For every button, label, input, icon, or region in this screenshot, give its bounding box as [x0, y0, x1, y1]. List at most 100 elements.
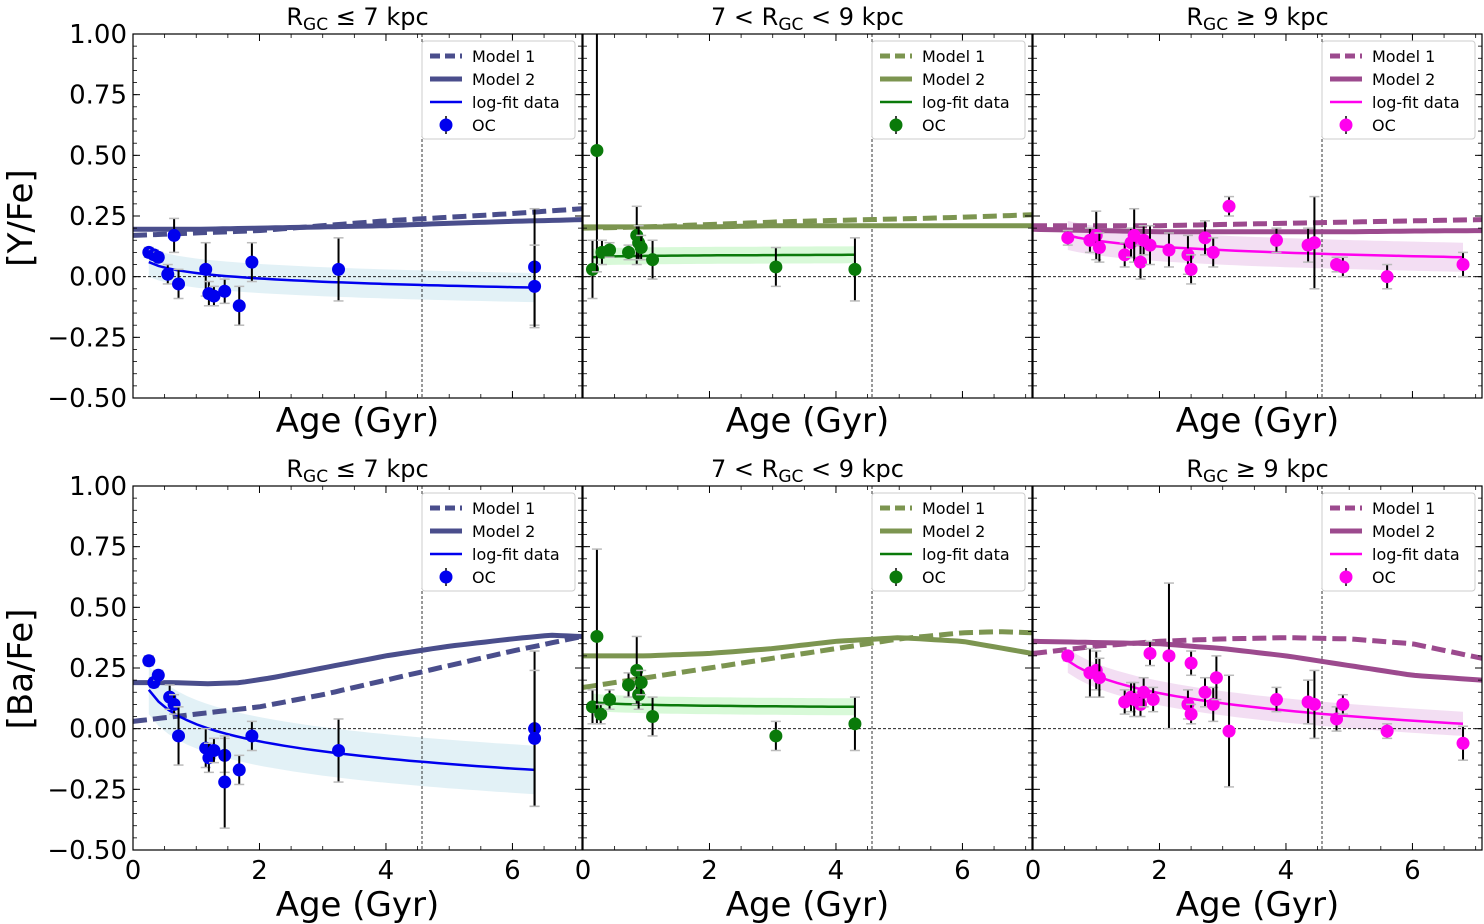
- legend: Model 1 Model 2 log-fit data OC: [1321, 492, 1476, 592]
- legend-label: OC: [1372, 116, 1396, 135]
- model-1-line: [583, 212, 1032, 231]
- legend: Model 1 Model 2 log-fit data OC: [421, 492, 576, 592]
- data-point: [172, 729, 186, 743]
- x-tick-label: 6: [954, 856, 971, 886]
- legend-label: log-fit data: [472, 545, 560, 564]
- data-point: [769, 729, 783, 743]
- model-2-line: [133, 217, 582, 232]
- data-point: [634, 676, 648, 690]
- legend-swatch-oc: [439, 118, 453, 132]
- data-point: [332, 262, 346, 276]
- y-tick-label: −0.25: [47, 323, 127, 353]
- x-axis-label: Age (Gyr): [276, 401, 440, 441]
- data-point: [207, 744, 221, 758]
- data-point: [218, 284, 232, 298]
- legend-label: log-fit data: [1372, 545, 1460, 564]
- data-point: [167, 697, 181, 711]
- data-point: [1061, 649, 1075, 663]
- data-point: [1307, 697, 1321, 711]
- data-point: [603, 243, 617, 257]
- x-tick-label: 2: [701, 856, 718, 886]
- legend-box: [1321, 40, 1476, 140]
- y-tick-label: 0.25: [69, 202, 127, 232]
- legend-label: Model 2: [472, 70, 535, 89]
- panel-yfe-1: −0.50 −0.25 0.00 0.25 0.50 0.75 1.00 RGC ≤ 7 kp…: [47, 3, 583, 441]
- data-point: [1137, 685, 1151, 699]
- data-point: [528, 731, 542, 745]
- x-tick-label: 0: [575, 856, 592, 886]
- data-point: [1198, 685, 1212, 699]
- y-tick-label: −0.25: [47, 775, 127, 805]
- legend-box: [871, 40, 1026, 140]
- plot-area: [1033, 486, 1482, 850]
- model-2-line: [1033, 226, 1482, 235]
- data-point: [172, 277, 186, 291]
- plot-area: [1033, 34, 1482, 398]
- legend-label: OC: [922, 116, 946, 135]
- legend-label: log-fit data: [472, 93, 560, 112]
- data-point: [1061, 231, 1075, 245]
- x-tick-label: 0: [1025, 856, 1042, 886]
- data-point: [1336, 697, 1350, 711]
- data-point: [1336, 260, 1350, 274]
- data-point: [1198, 231, 1212, 245]
- data-point: [1209, 671, 1223, 685]
- legend: Model 1 Model 2 log-fit data OC: [871, 40, 1026, 140]
- data-point: [218, 775, 232, 789]
- x-axis-label: Age (Gyr): [726, 885, 890, 924]
- y-tick-label: 0.00: [69, 715, 127, 745]
- data-point: [1162, 649, 1176, 663]
- data-point: [1330, 712, 1344, 726]
- legend-label: Model 1: [1372, 47, 1435, 66]
- data-point: [167, 228, 181, 242]
- legend-label: Model 2: [922, 70, 985, 89]
- data-point: [1380, 724, 1394, 738]
- y-tick-label: 0.75: [69, 533, 127, 563]
- model-1-line: [133, 634, 582, 724]
- legend-label: log-fit data: [922, 93, 1010, 112]
- data-point: [1269, 693, 1283, 707]
- row-ylabel-top: [Y/Fe]: [1, 169, 41, 266]
- y-tick-label: 1.00: [69, 20, 127, 50]
- data-point: [232, 763, 246, 777]
- legend-label: Model 1: [922, 499, 985, 518]
- panel-title: RGC ≤ 7 kpc: [286, 3, 428, 35]
- data-point: [199, 262, 213, 276]
- legend: Model 1 Model 2 log-fit data OC: [871, 492, 1026, 592]
- legend-label: OC: [472, 568, 496, 587]
- legend-label: Model 1: [472, 499, 535, 518]
- data-point: [1143, 646, 1157, 660]
- x-tick-label: 6: [504, 856, 521, 886]
- panel-yfe-3: RGC ≥ 9 kpc Age (Gyr) Model 1 Model 2 log-fi…: [1032, 3, 1483, 441]
- panel-title: 7 < RGC < 9 kpc: [711, 455, 904, 487]
- model-1-line: [583, 629, 1032, 690]
- data-point: [1184, 262, 1198, 276]
- legend: Model 1 Model 2 log-fit data OC: [1321, 40, 1476, 140]
- legend-box: [1321, 492, 1476, 592]
- data-point: [1307, 236, 1321, 250]
- x-tick-label: 4: [378, 856, 395, 886]
- model-1-line: [1033, 635, 1482, 661]
- x-axis-label: Age (Gyr): [1176, 885, 1340, 924]
- data-point: [1222, 724, 1236, 738]
- model-2-line: [583, 635, 1032, 659]
- legend-swatch-oc: [889, 570, 903, 584]
- data-point: [585, 262, 599, 276]
- data-point: [207, 289, 221, 303]
- x-axis-label: Age (Gyr): [1176, 401, 1340, 441]
- plot-area: [583, 34, 1032, 398]
- legend-label: log-fit data: [922, 545, 1010, 564]
- panel-title: RGC ≥ 9 kpc: [1186, 455, 1328, 487]
- legend-label: Model 2: [922, 522, 985, 541]
- x-axis-label: Age (Gyr): [726, 401, 890, 441]
- plot-area: [133, 486, 582, 850]
- data-point: [1184, 707, 1198, 721]
- y-tick-label: −0.50: [47, 836, 127, 866]
- legend-swatch-oc: [439, 570, 453, 584]
- legend-label: Model 1: [922, 47, 985, 66]
- data-point: [151, 250, 165, 264]
- legend-swatch-oc: [1339, 118, 1353, 132]
- legend-label: OC: [922, 568, 946, 587]
